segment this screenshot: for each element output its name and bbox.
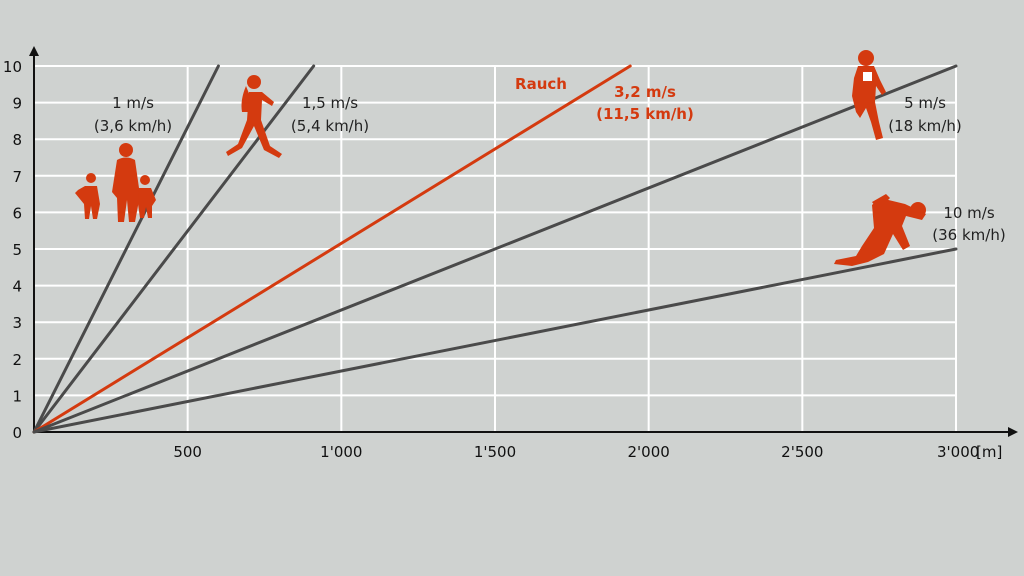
family-walking-icon <box>75 143 156 222</box>
label-rauch-speed: 3,2 m/s <box>614 83 676 101</box>
x-tick-label: 1'000 <box>320 443 362 461</box>
y-tick-label: 2 <box>12 351 22 369</box>
x-tick-label: 2'500 <box>781 443 823 461</box>
x-axis-unit: [m] <box>976 443 1002 461</box>
label-10ms-speed: 10 m/s <box>943 204 995 222</box>
label-15ms-speed: 1,5 m/s <box>302 94 358 112</box>
label-rauch-kmh: (11,5 km/h) <box>596 105 694 123</box>
y-tick-label: 8 <box>12 131 22 149</box>
y-tick-label: 6 <box>12 204 22 222</box>
y-tick-label: 4 <box>12 278 22 296</box>
woman-walking-icon <box>226 75 282 158</box>
y-tick-labels: 0 1 2 3 4 5 6 7 8 9 10 <box>3 58 22 442</box>
label-10ms-kmh: (36 km/h) <box>932 226 1005 244</box>
y-axis-arrow <box>29 46 39 56</box>
series-line-s15 <box>32 64 316 434</box>
x-tick-label: 500 <box>173 443 202 461</box>
runner-icon <box>852 50 886 140</box>
x-tick-label: 3'000 <box>937 443 979 461</box>
y-tick-label: 7 <box>12 168 22 186</box>
y-tick-label: 5 <box>12 241 22 259</box>
series-lines <box>32 64 958 434</box>
label-1ms-speed: 1 m/s <box>112 94 154 112</box>
series-line-s1 <box>32 64 220 434</box>
label-15ms-kmh: (5,4 km/h) <box>291 117 369 135</box>
axes <box>29 46 1018 437</box>
sprinter-icon <box>834 194 926 266</box>
label-rauch: Rauch <box>515 75 567 93</box>
y-tick-label: 9 <box>12 95 22 113</box>
y-tick-label: 3 <box>12 314 22 332</box>
label-1ms-kmh: (3,6 km/h) <box>94 117 172 135</box>
x-axis-arrow <box>1008 427 1018 437</box>
label-5ms-kmh: (18 km/h) <box>888 117 961 135</box>
series-line-rauch <box>32 64 632 434</box>
y-tick-label: 1 <box>12 387 22 405</box>
x-tick-labels: 500 1'000 1'500 2'000 2'500 3'000[m] <box>173 443 1002 461</box>
x-tick-label: 2'000 <box>628 443 670 461</box>
x-tick-label: 1'500 <box>474 443 516 461</box>
label-5ms-speed: 5 m/s <box>904 94 946 112</box>
y-tick-label: 10 <box>3 58 22 76</box>
y-tick-label: 0 <box>12 424 22 442</box>
series-line-s10 <box>32 247 958 434</box>
series-line-s5 <box>32 64 958 434</box>
